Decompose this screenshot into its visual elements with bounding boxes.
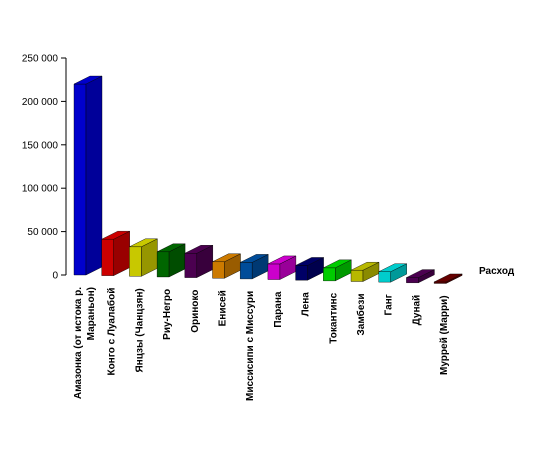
bar — [73, 75, 103, 276]
bar-top — [184, 245, 213, 254]
category-label: Дунай — [411, 295, 422, 326]
bar — [239, 254, 269, 280]
bar-front — [73, 83, 87, 276]
category-label: Риу-Негро — [162, 289, 173, 340]
bar — [323, 259, 352, 282]
series-label: Расход — [479, 266, 515, 277]
y-tick-label: 0 — [52, 271, 58, 282]
bar-front — [129, 246, 142, 277]
bar — [295, 257, 324, 281]
category-label: Лена — [301, 292, 312, 317]
y-tick-label: 100 000 — [22, 184, 59, 195]
bar-top — [406, 269, 435, 278]
bar — [129, 238, 158, 277]
bar-front — [184, 253, 198, 278]
bars — [73, 75, 463, 284]
bar-front — [212, 261, 225, 279]
category-label: Ганг — [384, 294, 395, 315]
category-labels: Амазонка (от истока р. Мараньон) Конго с Л… — [73, 287, 450, 401]
bar — [406, 269, 435, 284]
y-axis: 0 50 000 100 000 150 000 200 000 250 000 — [22, 54, 67, 282]
bar-front — [433, 281, 447, 284]
bar-top — [267, 255, 296, 265]
bar — [378, 263, 407, 283]
category-label: Миссисипи с Миссури — [245, 291, 256, 401]
bar-side — [85, 75, 103, 276]
category-label: Енисей — [218, 290, 229, 326]
y-tick-label: 200 000 — [22, 97, 59, 108]
bar-front — [267, 263, 281, 280]
bar-top — [212, 253, 241, 262]
bar-top — [434, 273, 463, 283]
category-label: Замбези — [355, 294, 367, 336]
bar-top — [240, 254, 269, 263]
bar-top — [378, 263, 407, 272]
bar-top — [101, 230, 130, 240]
bar-top — [129, 238, 158, 247]
y-tick-label: 50 000 — [27, 227, 58, 238]
y-tick-label: 250 000 — [22, 54, 59, 65]
bar-top — [157, 243, 186, 252]
category-label: Токантинс — [328, 292, 339, 343]
bar — [433, 273, 463, 284]
category-label: Конго с Луалабой — [106, 288, 118, 376]
bar-top — [350, 262, 380, 271]
bar — [184, 244, 214, 278]
category-label: Амазонка (от истока р. Мараньон) — [73, 287, 97, 399]
category-label: Ориноко — [190, 290, 201, 333]
bar-front — [295, 265, 308, 281]
category-label: Парана — [273, 291, 284, 327]
bar-top — [295, 257, 324, 266]
bar-front — [239, 262, 253, 280]
bar-front — [378, 271, 391, 283]
bar-front — [350, 270, 364, 282]
bar — [156, 243, 186, 278]
category-label: Янцзы (Чанцзян) — [134, 288, 145, 372]
bar — [350, 261, 380, 282]
bar-top — [73, 75, 103, 85]
bar-top — [323, 259, 352, 269]
category-label: Муррей (Марри) — [439, 295, 450, 375]
bar — [212, 253, 241, 279]
bar-front — [406, 277, 419, 283]
bar-front — [156, 251, 170, 278]
bar-front — [101, 238, 114, 276]
bar — [101, 230, 130, 276]
bar — [267, 255, 297, 280]
y-tick-label: 150 000 — [22, 140, 59, 151]
bar-front — [323, 267, 336, 282]
